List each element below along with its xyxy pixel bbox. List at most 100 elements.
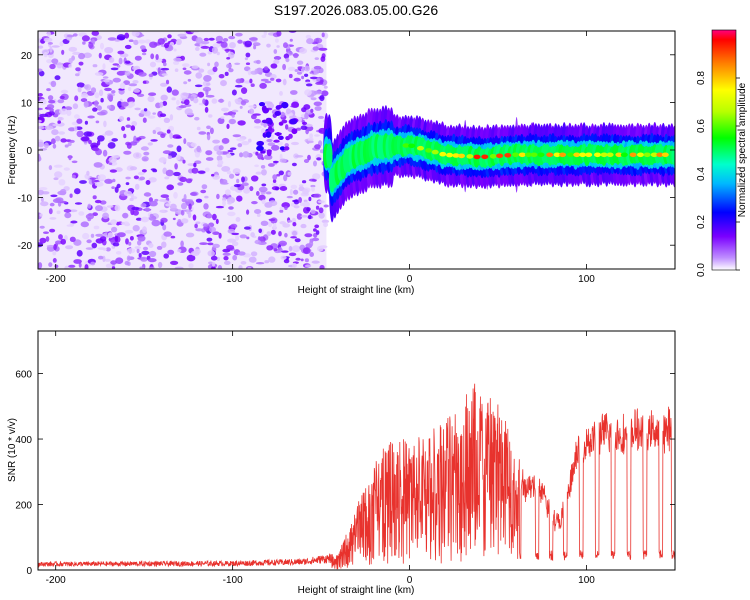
noise-blob — [85, 213, 94, 220]
noise-blob — [286, 195, 293, 199]
noise-blob — [279, 158, 287, 163]
noise-blob — [141, 250, 150, 255]
noise-blob — [220, 80, 227, 87]
noise-blob — [206, 125, 211, 130]
noise-blob — [94, 100, 99, 107]
noise-blob — [200, 40, 210, 45]
noise-blob — [210, 255, 218, 261]
noise-blob — [95, 233, 104, 237]
noise-blob — [173, 57, 182, 62]
noise-blob — [315, 205, 320, 210]
noise-blob — [66, 224, 74, 227]
noise-blob — [125, 182, 130, 186]
noise-blob — [305, 129, 309, 135]
noise-blob — [271, 144, 280, 151]
noise-blob — [254, 164, 259, 168]
noise-blob — [149, 41, 158, 48]
noise-blob — [70, 220, 78, 224]
noise-blob — [232, 134, 241, 138]
noise-blob — [226, 123, 230, 129]
noise-blob — [253, 45, 257, 50]
noise-blob — [260, 150, 266, 154]
noise-blob — [314, 134, 320, 137]
noise-blob — [52, 123, 61, 127]
noise-blob — [171, 89, 179, 96]
noise-blob — [102, 76, 109, 79]
noise-blob — [311, 260, 320, 264]
signal-peak — [594, 152, 601, 158]
noise-blob — [220, 41, 228, 48]
noise-blob — [111, 245, 116, 249]
noise-blob — [69, 236, 76, 242]
noise-blob — [109, 169, 117, 173]
noise-blob — [167, 34, 172, 39]
noise-blob — [314, 224, 320, 229]
noise-blob — [49, 228, 56, 233]
signal-peak — [650, 152, 658, 158]
noise-blob — [183, 194, 187, 201]
noise-blob — [302, 121, 308, 126]
noise-blob — [267, 126, 273, 131]
noise-blob — [87, 203, 92, 209]
noise-blob — [64, 265, 70, 269]
noise-blob — [76, 82, 85, 88]
noise-blob — [69, 139, 75, 143]
noise-blob — [128, 83, 138, 87]
noise-blob — [147, 258, 157, 263]
noise-blob — [191, 65, 199, 69]
noise-blob — [92, 64, 98, 68]
noise-blob — [114, 39, 121, 42]
noise-blob — [304, 264, 312, 268]
noise-blob — [273, 248, 278, 252]
noise-blob — [133, 88, 141, 93]
noise-blob — [250, 232, 255, 238]
noise-blob — [311, 237, 320, 242]
noise-blob — [165, 203, 172, 207]
noise-blob — [305, 123, 313, 128]
noise-blob — [302, 201, 311, 208]
noise-blob — [76, 118, 83, 124]
noise-blob — [290, 90, 298, 95]
noise-blob — [140, 203, 147, 208]
y-tick-label: 200 — [15, 501, 32, 512]
noise-blob — [255, 171, 262, 175]
noise-blob — [228, 35, 236, 40]
signal-peak — [661, 152, 669, 158]
noise-blob — [187, 113, 195, 116]
noise-blob — [59, 41, 64, 47]
noise-blob — [288, 245, 293, 252]
noise-blob — [228, 206, 234, 210]
noise-blob — [237, 120, 246, 126]
noise-blob — [134, 183, 140, 190]
noise-blob — [290, 184, 298, 189]
x-tick-label: 100 — [578, 274, 595, 285]
y-tick-label: -20 — [18, 241, 33, 252]
noise-blob — [307, 154, 311, 161]
noise-blob — [149, 200, 158, 207]
noise-blob — [124, 260, 130, 266]
noise-blob — [59, 188, 67, 196]
noise-blob — [68, 63, 73, 68]
noise-blob — [152, 169, 158, 173]
noise-blob — [276, 31, 282, 37]
noise-blob — [226, 170, 231, 175]
noise-blob — [87, 115, 95, 119]
noise-blob — [244, 57, 248, 61]
noise-blob — [283, 174, 288, 182]
noise-blob — [95, 120, 100, 124]
noise-blob — [48, 165, 53, 171]
noise-blob — [54, 135, 61, 142]
noise-blob — [141, 169, 147, 173]
noise-blob — [148, 177, 157, 183]
y-tick-label: 0 — [26, 566, 32, 577]
noise-blob — [221, 137, 230, 144]
noise-blob — [102, 63, 106, 70]
noise-blob — [126, 255, 131, 262]
noise-blob — [285, 124, 289, 130]
noise-blob — [283, 42, 288, 49]
noise-blob — [73, 239, 82, 246]
noise-blob — [68, 264, 76, 268]
noise-blob — [209, 127, 214, 135]
noise-blob — [100, 42, 104, 50]
noise-blob — [256, 140, 265, 147]
